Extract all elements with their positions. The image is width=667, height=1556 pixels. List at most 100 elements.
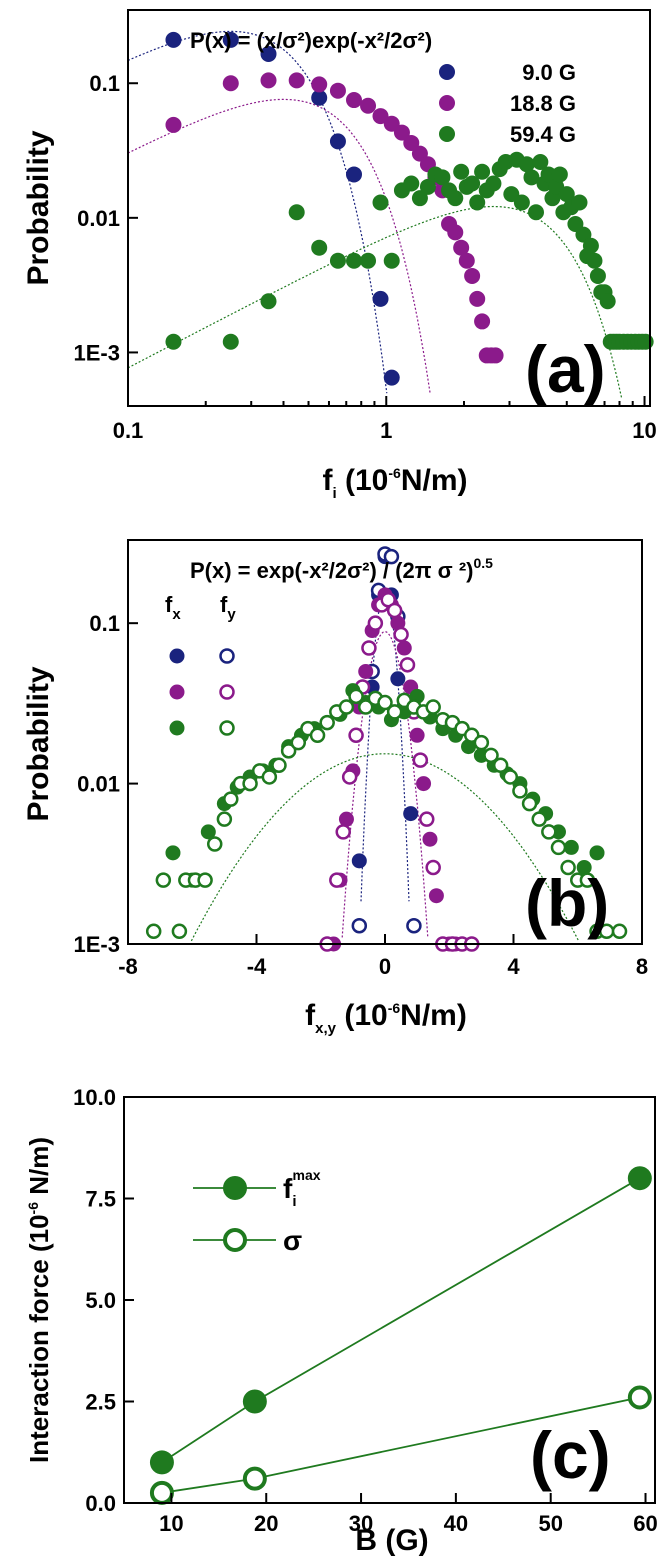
panel-a-data-point bbox=[345, 252, 362, 269]
panel-b-data-point bbox=[563, 839, 579, 855]
panel-b-data-point bbox=[406, 917, 422, 934]
panel-c-data-point bbox=[149, 1480, 174, 1505]
panel-a-legend-label: 59.4 G bbox=[510, 122, 576, 147]
panel-a-data-point bbox=[485, 175, 502, 192]
panel-b-x-tick-label: 4 bbox=[507, 954, 520, 979]
panel-a-data-point bbox=[345, 92, 362, 109]
panel-a-data-point bbox=[311, 76, 328, 93]
panel-b-legend: fx fy bbox=[165, 592, 236, 736]
panel-b-legend-marker-filled bbox=[169, 684, 185, 700]
panel-b-legend-marker-filled bbox=[169, 648, 185, 664]
panel-a-data-point bbox=[528, 204, 545, 221]
panel-b-x-tick-label: -8 bbox=[118, 954, 138, 979]
panel-a-data-point bbox=[311, 239, 328, 256]
panel-a-data-point bbox=[582, 237, 599, 254]
panel-c-legend: fimax σ bbox=[193, 1167, 321, 1256]
panel-a-data-point bbox=[222, 75, 239, 92]
panel-b-y-tick-label: 0.1 bbox=[89, 611, 120, 636]
panel-a-data-point bbox=[599, 293, 616, 310]
panel-a-ticks: 0.1 1 10 1E-3 0.01 0.1 bbox=[74, 71, 657, 443]
panel-c-data-point bbox=[627, 1166, 652, 1191]
panel-b-data-point bbox=[197, 872, 213, 888]
panel-a-data-point bbox=[403, 175, 420, 192]
panel-b-y-tick-label: 0.01 bbox=[77, 772, 120, 797]
panel-b-data-point bbox=[348, 688, 364, 705]
panel-b-data-point bbox=[358, 663, 374, 679]
panel-a-legend-marker bbox=[439, 64, 455, 80]
panel-a-data-point bbox=[372, 290, 389, 307]
panel-a-data-point bbox=[360, 97, 377, 114]
panel-a-data-point bbox=[311, 89, 328, 106]
panel-a-plot-frame bbox=[127, 9, 651, 407]
panel-a-data-point bbox=[474, 163, 491, 180]
panel-b-data-point bbox=[422, 831, 438, 847]
panel-a-data-point bbox=[288, 204, 305, 221]
panel-a-data-point bbox=[222, 333, 239, 350]
panel-b-data-points bbox=[145, 546, 628, 952]
panel-a-data-point bbox=[469, 194, 486, 211]
panel-b-data-point bbox=[531, 811, 547, 827]
panel-b-data-point bbox=[492, 757, 509, 774]
panel-b-legend-header-fx: fx bbox=[165, 592, 181, 623]
panel-b-data-point bbox=[329, 872, 345, 888]
panel-b-x-tick-label: -4 bbox=[247, 954, 267, 979]
panel-c-y-tick-label: 7.5 bbox=[85, 1187, 116, 1212]
panel-b-data-point bbox=[403, 806, 419, 822]
panel-a-data-point bbox=[165, 333, 182, 350]
panel-b-data-point bbox=[338, 699, 355, 715]
panel-a-data-point bbox=[345, 166, 362, 183]
panel-b-legend-marker-open bbox=[219, 684, 235, 700]
panel-b-chart: -8 -4 0 4 8 1E-3 0.01 0.1 P(x) = exp(-x²/2σ²) /… bbox=[22, 539, 648, 1037]
panel-a-data-point bbox=[518, 156, 535, 173]
panel-a-data-point bbox=[474, 313, 491, 330]
panel-a-data-point bbox=[453, 239, 470, 256]
panel-b-data-point bbox=[242, 775, 258, 792]
panel-a-data-point bbox=[540, 166, 557, 183]
panel-b-data-point bbox=[386, 704, 403, 720]
panel-b-data-point bbox=[419, 811, 435, 827]
panel-b-data-point bbox=[261, 769, 278, 785]
panel-b-data-point bbox=[416, 776, 432, 792]
panel-b-data-point bbox=[502, 769, 519, 785]
panel-b-data-point bbox=[579, 872, 596, 888]
panel-b-data-point bbox=[425, 699, 441, 715]
panel-c-data-point bbox=[242, 1466, 267, 1491]
panel-a-y-tick-label: 0.1 bbox=[89, 71, 120, 96]
panel-b-data-point bbox=[271, 757, 287, 774]
panel-b-data-point bbox=[357, 699, 374, 715]
panel-b-data-point bbox=[412, 752, 429, 768]
panel-b-data-point bbox=[576, 859, 592, 875]
panel-a-fit-curves bbox=[127, 30, 623, 399]
panel-b-data-point bbox=[541, 824, 557, 840]
panel-c-x-axis-label: B (G) bbox=[355, 1524, 428, 1556]
panel-c-y-tick-label: 10.0 bbox=[73, 1085, 116, 1110]
panel-a-data-point bbox=[165, 31, 182, 48]
panel-c-x-tick-label: 20 bbox=[254, 1511, 278, 1536]
panel-a-data-point bbox=[434, 169, 451, 186]
panel-a-data-point bbox=[260, 45, 277, 62]
panel-a-data-point bbox=[222, 31, 239, 48]
panel-a-data-point bbox=[411, 190, 428, 207]
panel-c-label: (c) bbox=[530, 1418, 611, 1492]
panel-a-data-point bbox=[532, 153, 549, 170]
panel-b-label: (b) bbox=[525, 866, 609, 940]
panel-a-data-point bbox=[464, 175, 481, 192]
panel-a-data-point bbox=[165, 116, 182, 133]
panel-b-data-point bbox=[386, 602, 403, 619]
panel-a-data-point bbox=[447, 224, 464, 241]
panel-a-legend: 9.0 G 18.8 G 59.4 G bbox=[439, 60, 576, 147]
panel-b-data-point bbox=[351, 917, 368, 934]
panel-a-data-point bbox=[372, 194, 389, 211]
panel-b-data-point bbox=[145, 923, 162, 940]
panel-a-x-tick-label: 0.1 bbox=[113, 418, 144, 443]
panel-c-x-tick-label: 40 bbox=[444, 1511, 468, 1536]
panel-b-data-point bbox=[280, 743, 297, 759]
panel-c-data-point bbox=[242, 1389, 267, 1414]
panel-b-legend-marker-filled bbox=[169, 720, 185, 736]
panel-b-fit-curves bbox=[190, 589, 580, 942]
panel-a-data-point bbox=[469, 290, 486, 307]
panel-a-data-point bbox=[513, 194, 530, 211]
panel-b-data-point bbox=[216, 811, 233, 827]
panel-a-x-tick-label: 10 bbox=[632, 418, 656, 443]
